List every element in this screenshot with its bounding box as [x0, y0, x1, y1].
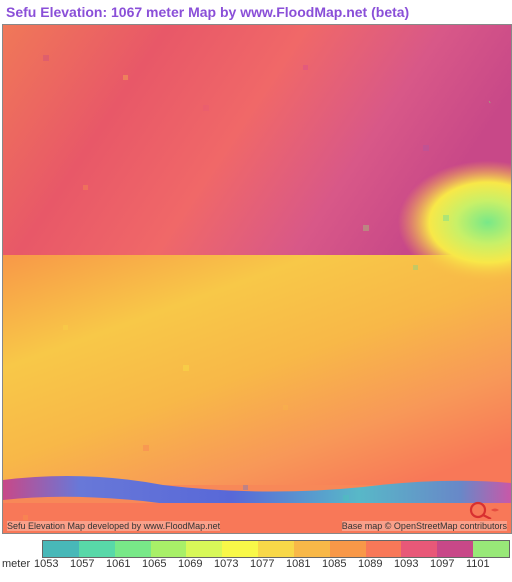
legend-swatch — [258, 541, 294, 557]
map-credit-basemap: Base map © OpenStreetMap contributors — [342, 521, 507, 531]
legend-color-bar — [42, 540, 510, 558]
elevation-legend: meter 1053105710611065106910731077108110… — [2, 540, 510, 576]
legend-tick: 1101 — [466, 558, 502, 570]
legend-tick: 1073 — [214, 558, 250, 570]
legend-swatch — [473, 541, 509, 557]
map-heatmap — [3, 25, 511, 533]
legend-tick: 1061 — [106, 558, 142, 570]
page-title: Sefu Elevation: 1067 meter Map by www.Fl… — [0, 0, 512, 24]
legend-tick: 1093 — [394, 558, 430, 570]
legend-swatch — [294, 541, 330, 557]
legend-tick-row: 1053105710611065106910731077108110851089… — [42, 558, 510, 570]
legend-swatch — [330, 541, 366, 557]
legend-swatch — [401, 541, 437, 557]
elevation-map[interactable]: Sefu Elevation Map developed by www.Floo… — [2, 24, 512, 534]
legend-tick: 1053 — [34, 558, 70, 570]
legend-swatch — [151, 541, 187, 557]
legend-tick: 1065 — [142, 558, 178, 570]
legend-tick: 1085 — [322, 558, 358, 570]
legend-swatch — [79, 541, 115, 557]
legend-swatch — [366, 541, 402, 557]
legend-swatch — [437, 541, 473, 557]
legend-tick: 1089 — [358, 558, 394, 570]
legend-swatch — [186, 541, 222, 557]
legend-tick: 1081 — [286, 558, 322, 570]
map-credit-developer: Sefu Elevation Map developed by www.Floo… — [7, 521, 220, 531]
legend-swatch — [115, 541, 151, 557]
legend-tick: 1069 — [178, 558, 214, 570]
legend-tick: 1097 — [430, 558, 466, 570]
magnifier-icon[interactable] — [469, 501, 503, 519]
legend-tick: 1057 — [70, 558, 106, 570]
legend-swatch — [222, 541, 258, 557]
legend-scale: 1053105710611065106910731077108110851089… — [42, 540, 510, 570]
map-container: Sefu Elevation: 1067 meter Map by www.Fl… — [0, 0, 512, 576]
legend-swatch — [43, 541, 79, 557]
legend-tick: 1077 — [250, 558, 286, 570]
